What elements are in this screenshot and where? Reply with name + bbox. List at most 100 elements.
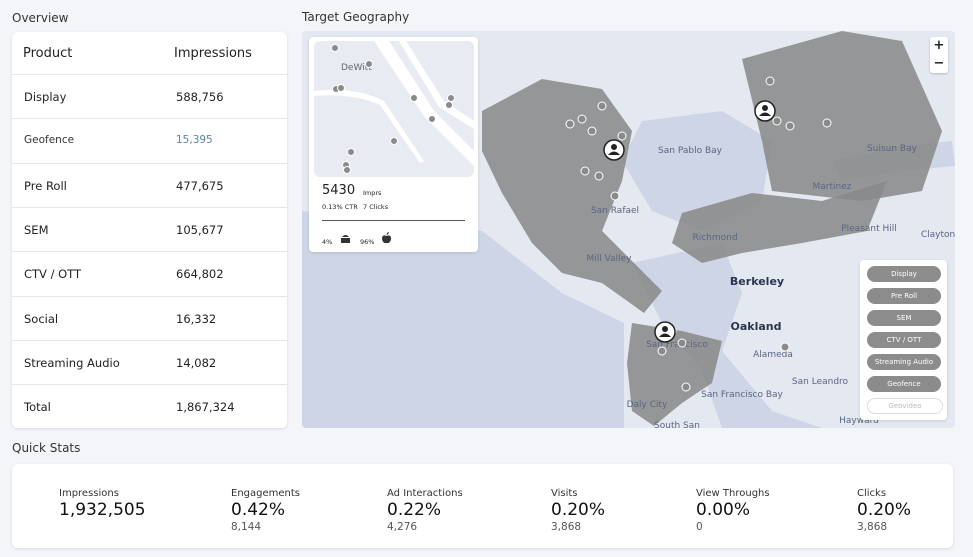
ios-share: 96% — [360, 238, 375, 246]
zoom-in[interactable]: + — [933, 38, 945, 53]
dot — [565, 119, 575, 129]
apple-icon — [382, 232, 391, 244]
place-label: Mill Valley — [587, 254, 633, 264]
stat-value: 0.42% — [231, 500, 286, 520]
product-name: Total — [24, 400, 51, 415]
dot — [657, 346, 667, 356]
filter-button[interactable]: Geofence — [867, 376, 941, 392]
android-icon — [341, 235, 350, 243]
filter-button[interactable]: Display — [867, 266, 941, 282]
stat-value: 0.00% — [696, 500, 751, 520]
clicks: 7 Clicks — [363, 203, 389, 211]
stat-sub: 3,868 — [857, 521, 888, 533]
product-name: Social — [24, 311, 59, 326]
dot — [681, 382, 691, 392]
dot — [587, 126, 597, 136]
stat-sub: 4,276 — [387, 521, 418, 533]
place-label: Hayward — [839, 416, 879, 426]
place-label: San Francisco — [646, 340, 708, 350]
divider — [322, 220, 465, 221]
region — [742, 31, 942, 201]
quick-stats-card: Impressions 1,932,505 Engagements 0.42% 8,14… — [12, 464, 953, 548]
region — [672, 181, 887, 263]
table-row: Total 1,867,324 — [12, 384, 287, 429]
filter-button[interactable]: SEM — [867, 310, 941, 326]
stat-label: Ad Interactions — [387, 488, 463, 499]
product-name: Geofence — [24, 134, 75, 147]
pin — [654, 321, 676, 343]
zoom-out[interactable]: − — [933, 56, 945, 71]
place-label: Oakland — [731, 320, 782, 333]
place-label: San Francisco Bay — [701, 390, 783, 400]
place-label: South San — [654, 421, 700, 428]
street-label: DeWitt — [341, 63, 372, 73]
stat: Impressions 1,932,505 — [59, 488, 146, 520]
dot — [610, 191, 620, 201]
mini-land — [314, 41, 474, 177]
stat: Engagements 0.42% 8,144 — [231, 488, 300, 533]
stat-label: View Throughs — [696, 488, 770, 499]
android-share: 4% — [322, 238, 333, 246]
stat-label: Clicks — [857, 488, 887, 499]
table-row: Social 16,332 — [12, 295, 287, 341]
ocean — [302, 211, 624, 428]
map[interactable]: San Pablo Bay Suisun Bay Berkeley Oakland Sa… — [302, 31, 955, 428]
table-row: Pre Roll 477,675 — [12, 162, 287, 208]
place-label: San Leandro — [792, 377, 849, 387]
filter-button[interactable]: CTV / OTT — [867, 332, 941, 348]
popup: DeWitt 5430 Imprs 0.13% CTR 7 Clicks 4% … — [309, 37, 478, 252]
place-label: Suisun Bay — [867, 144, 918, 154]
stat-value: 0.22% — [387, 500, 442, 520]
impressions-value: 588,756 — [176, 90, 224, 104]
table-row: Display 588,756 — [12, 74, 287, 119]
imprs-label: Imprs — [363, 189, 382, 197]
pin — [754, 100, 776, 122]
dot — [822, 118, 832, 128]
place-label: San Pablo Bay — [658, 146, 723, 156]
stat-label: Impressions — [59, 488, 119, 499]
map-title: Target Geography — [302, 10, 410, 24]
place-label: Richmond — [692, 233, 737, 243]
road — [399, 41, 474, 129]
stat: Ad Interactions 0.22% 4,276 — [387, 488, 463, 533]
stat: Visits 0.20% 3,868 — [551, 488, 605, 533]
place-label: Pleasant Hill — [841, 224, 897, 234]
product-name: Streaming Audio — [24, 355, 120, 370]
table-row: CTV / OTT 664,802 — [12, 251, 287, 296]
impressions-value: 16,332 — [176, 311, 217, 326]
table-row: SEM 105,677 — [12, 206, 287, 252]
overview-card: Product Impressions Display 588,756 Geofen… — [12, 32, 287, 428]
bay — [632, 243, 822, 428]
table-row: Streaming Audio 14,082 — [12, 339, 287, 385]
ctr: 0.13% CTR — [322, 203, 358, 211]
product-name: CTV / OTT — [24, 267, 82, 282]
stat-value: 0.20% — [551, 500, 606, 520]
impressions-value: 664,802 — [176, 267, 224, 282]
product-name: Display — [24, 90, 67, 104]
overview-title: Overview — [12, 11, 69, 25]
dot — [594, 171, 604, 181]
zoom-control: + − — [930, 37, 948, 73]
stat-sub: 8,144 — [231, 521, 262, 533]
filter-button[interactable]: Streaming Audio — [867, 354, 941, 370]
filter-button[interactable]: Pre Roll — [867, 288, 941, 304]
dot — [772, 116, 782, 126]
stat-value: 0.20% — [857, 500, 912, 520]
road — [374, 41, 474, 166]
place-label: Martinez — [813, 182, 852, 192]
region — [627, 323, 722, 426]
impressions-value: 477,675 — [176, 178, 224, 193]
dot — [780, 342, 790, 352]
impressions-value: 15,395 — [176, 134, 213, 147]
pin — [603, 139, 625, 161]
impressions-value: 105,677 — [176, 222, 224, 237]
product-name: SEM — [24, 222, 49, 237]
place-label: Clayton — [921, 230, 955, 240]
filter-button[interactable]: Geovideo — [867, 398, 943, 414]
place-label: Alameda — [753, 350, 793, 360]
header-product: Product — [23, 46, 73, 61]
dot — [597, 101, 607, 111]
dot — [677, 338, 687, 348]
place-label: Daly City — [627, 400, 668, 410]
